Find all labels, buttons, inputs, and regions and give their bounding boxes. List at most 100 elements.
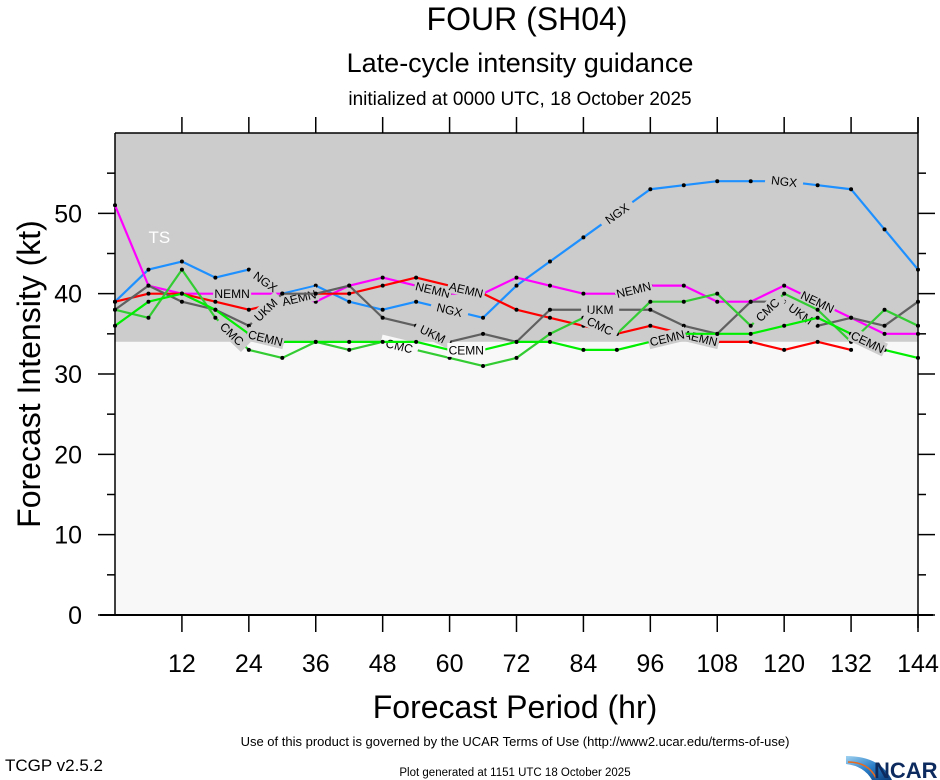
data-point-cmc [213, 315, 218, 320]
chart-init-time: initialized at 0000 UTC, 18 October 2025 [348, 89, 691, 110]
series-label-bg [581, 302, 620, 317]
data-point-ngx [514, 283, 519, 288]
series-label-cemn: CEMN [449, 343, 484, 357]
series-label-ukm: UKM [587, 303, 614, 317]
series-label-bg [748, 291, 786, 328]
data-point-cmc [481, 363, 486, 368]
x-tick-label: 84 [570, 650, 598, 678]
series-label-bg [429, 298, 470, 321]
data-point-cemn [782, 323, 787, 328]
series-label-bg [245, 326, 286, 350]
y-tick-label: 20 [54, 441, 82, 469]
data-point-aemn [514, 307, 519, 312]
ncar-swoosh-accent-icon [847, 761, 877, 779]
series-label-bg [213, 286, 252, 301]
data-point-nemn [782, 283, 787, 288]
chart-title: FOUR (SH04) [427, 1, 628, 37]
data-point-cemn [815, 315, 820, 320]
data-point-nemn [547, 283, 552, 288]
series-label-bg [847, 327, 888, 357]
data-point-nemn [514, 275, 519, 280]
data-point-aemn [849, 347, 854, 352]
data-point-ukm [280, 291, 285, 296]
data-point-ukm [481, 331, 486, 336]
data-point-cmc [447, 355, 452, 360]
data-point-aemn [246, 307, 251, 312]
data-point-cemn [514, 339, 519, 344]
y-tick-label: 30 [54, 361, 82, 389]
x-tick-label: 12 [168, 650, 196, 678]
x-tick-labels: 12 24 36 48 60 72 84 96 108 120 132 144 [168, 650, 939, 678]
chart-subtitle: Late-cycle intensity guidance [347, 48, 694, 78]
data-point-ukm [246, 323, 251, 328]
x-tick-label: 60 [436, 650, 464, 678]
data-point-ngx [347, 299, 352, 304]
y-tick-label: 40 [54, 281, 82, 309]
data-point-cemn [113, 323, 117, 328]
data-point-cemn [414, 339, 419, 344]
series-label-bg [781, 296, 821, 331]
generated-time: Plot generated at 1151 UTC 18 October 20… [399, 767, 630, 779]
x-tick-label: 96 [636, 650, 664, 678]
data-point-ngx [179, 259, 184, 264]
data-point-aemn [748, 339, 753, 344]
data-point-ukm [681, 323, 686, 328]
data-point-cemn [547, 339, 552, 344]
data-point-ukm [748, 299, 753, 304]
data-point-cemn [380, 339, 385, 344]
series-label-nemn: NEMN [214, 287, 249, 301]
data-point-ngx [748, 179, 753, 184]
data-point-ukm [849, 315, 854, 320]
series-label-bg [278, 286, 320, 309]
data-point-ngx [916, 267, 920, 272]
data-point-ngx [380, 307, 385, 312]
data-point-cmc [146, 315, 151, 320]
data-point-nemn [916, 331, 920, 336]
series-label-bg [579, 311, 621, 341]
data-point-nemn [581, 291, 586, 296]
data-point-ngx [715, 179, 720, 184]
data-point-ukm [146, 283, 151, 288]
series-label-bg [213, 315, 251, 353]
x-axis-label: Forecast Period (hr) [373, 689, 658, 725]
data-point-ngx [246, 267, 251, 272]
x-tick-label: 108 [696, 650, 738, 678]
data-point-ukm [648, 307, 653, 312]
data-point-ukm [313, 291, 318, 296]
series-label-ngx: NGX [435, 300, 464, 320]
data-point-cemn [347, 339, 352, 344]
data-point-ngx [882, 227, 887, 232]
data-point-cmc [648, 299, 653, 304]
data-point-cmc [547, 331, 552, 336]
data-point-cmc [715, 291, 720, 296]
data-point-ngx [581, 235, 586, 240]
data-point-aemn [213, 299, 218, 304]
y-tick-label: 0 [68, 602, 82, 630]
series-label-bg [646, 326, 688, 350]
data-point-aemn [648, 323, 653, 328]
data-point-ngx [547, 259, 552, 264]
data-point-nemn [113, 203, 117, 208]
data-point-aemn [146, 291, 151, 296]
series-label-bg [797, 287, 838, 317]
intensity-bands [115, 133, 918, 615]
ncar-logo-text: NCAR [874, 758, 938, 780]
data-point-ngx [213, 275, 218, 280]
terms-of-use-text: Use of this product is governed by the U… [241, 734, 790, 749]
data-point-cemn [581, 347, 586, 352]
data-point-cemn [715, 331, 720, 336]
data-point-ukm [380, 315, 385, 320]
x-tick-label: 120 [763, 650, 805, 678]
series-label-bg [379, 334, 420, 358]
data-point-cmc [514, 355, 519, 360]
y-tick-label: 10 [54, 522, 82, 550]
data-point-cmc [815, 307, 820, 312]
data-point-nemn [681, 283, 686, 288]
series-label-bg [412, 278, 453, 301]
data-point-aemn [815, 339, 820, 344]
data-point-aemn [782, 347, 787, 352]
